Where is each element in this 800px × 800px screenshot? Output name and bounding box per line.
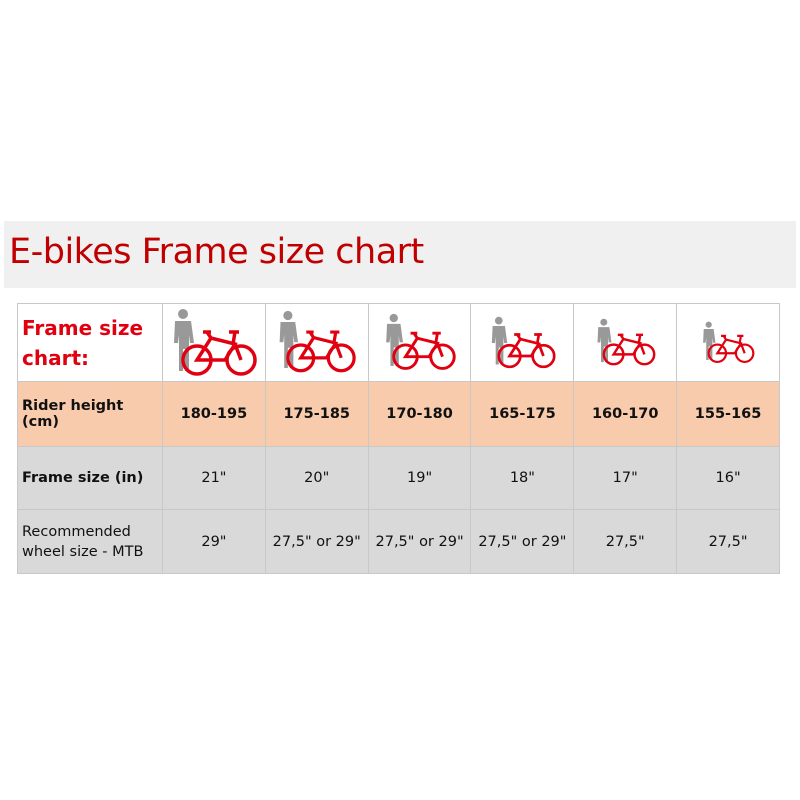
cell: 27,5" or 29" xyxy=(264,509,369,574)
cell: 160-170 xyxy=(573,381,678,447)
cell: 165-175 xyxy=(470,381,575,447)
row-label: Rider height (cm) xyxy=(17,381,163,447)
cell: 175-185 xyxy=(264,381,369,447)
row-label: Recommended wheel size - MTB xyxy=(17,509,163,574)
rider-height-row: Rider height (cm) 180-195 175-185 170-18… xyxy=(17,381,780,447)
cell: 19" xyxy=(367,446,472,510)
header-row: Frame size chart: xyxy=(17,303,780,382)
frame-size-row: Frame size (in) 21" 20" 19" 18" 17" 16" xyxy=(17,446,780,510)
header-label-cell: Frame size chart: xyxy=(17,303,163,382)
person-with-bike-icon xyxy=(275,311,358,375)
person-with-bike-icon xyxy=(594,318,657,367)
person-with-bike-icon xyxy=(488,316,557,369)
cell: 27,5" xyxy=(573,509,678,574)
icon-cell xyxy=(162,303,266,382)
title-band xyxy=(4,221,796,288)
frame-size-table: Frame size chart: xyxy=(17,303,780,574)
cell: 20" xyxy=(264,446,369,510)
cell: 170-180 xyxy=(367,381,472,447)
person-with-bike-icon xyxy=(382,313,458,372)
person-with-bike-icon xyxy=(169,308,259,378)
cell: 21" xyxy=(162,446,266,510)
person-with-bike-icon xyxy=(700,321,756,364)
page-title: E-bikes Frame size chart xyxy=(9,232,424,272)
cell: 16" xyxy=(676,446,780,510)
icon-cell xyxy=(367,303,472,382)
cell: 27,5" xyxy=(676,509,780,574)
cell: 27,5" or 29" xyxy=(470,509,575,574)
icon-cell xyxy=(470,303,575,382)
cell: 18" xyxy=(470,446,575,510)
icon-cell xyxy=(676,303,780,382)
wheel-size-row: Recommended wheel size - MTB 29" 27,5" o… xyxy=(17,509,780,574)
cell: 27,5" or 29" xyxy=(367,509,472,574)
cell: 155-165 xyxy=(676,381,780,447)
icon-cell xyxy=(573,303,678,382)
cell: 17" xyxy=(573,446,678,510)
icon-cell xyxy=(264,303,369,382)
cell: 29" xyxy=(162,509,266,574)
header-label: Frame size chart: xyxy=(22,315,144,370)
cell: 180-195 xyxy=(162,381,266,447)
row-label: Frame size (in) xyxy=(17,446,163,510)
